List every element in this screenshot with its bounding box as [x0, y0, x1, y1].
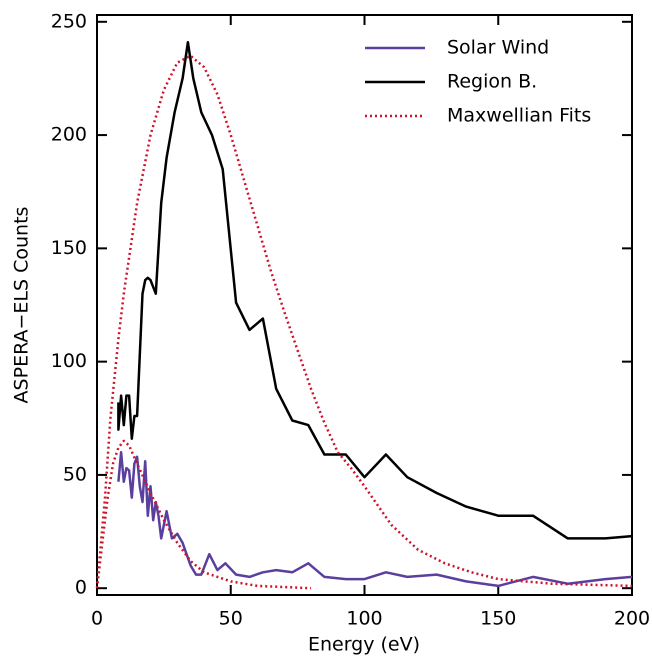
y-tick-label: 150 — [51, 237, 87, 259]
legend-label: Solar Wind — [447, 37, 549, 59]
x-tick-label: 50 — [219, 608, 243, 630]
data-line — [95, 54, 633, 590]
x-tick-label: 100 — [346, 608, 382, 630]
y-axis-label: ASPERA−ELS Counts — [11, 207, 33, 404]
y-tick-label: 0 — [75, 577, 87, 599]
y-tick-label: 200 — [51, 124, 87, 146]
y-tick-label: 100 — [51, 350, 87, 372]
y-tick-label: 50 — [63, 463, 87, 485]
x-axis-label: Energy (eV) — [308, 634, 420, 656]
x-tick-label: 0 — [91, 608, 103, 630]
y-tick-label: 250 — [51, 10, 87, 32]
legend-label: Maxwellian Fits — [447, 105, 591, 127]
x-tick-label: 200 — [614, 608, 650, 630]
x-tick-label: 150 — [480, 608, 516, 630]
data-line — [117, 40, 633, 540]
legend-label: Region B. — [447, 71, 537, 93]
